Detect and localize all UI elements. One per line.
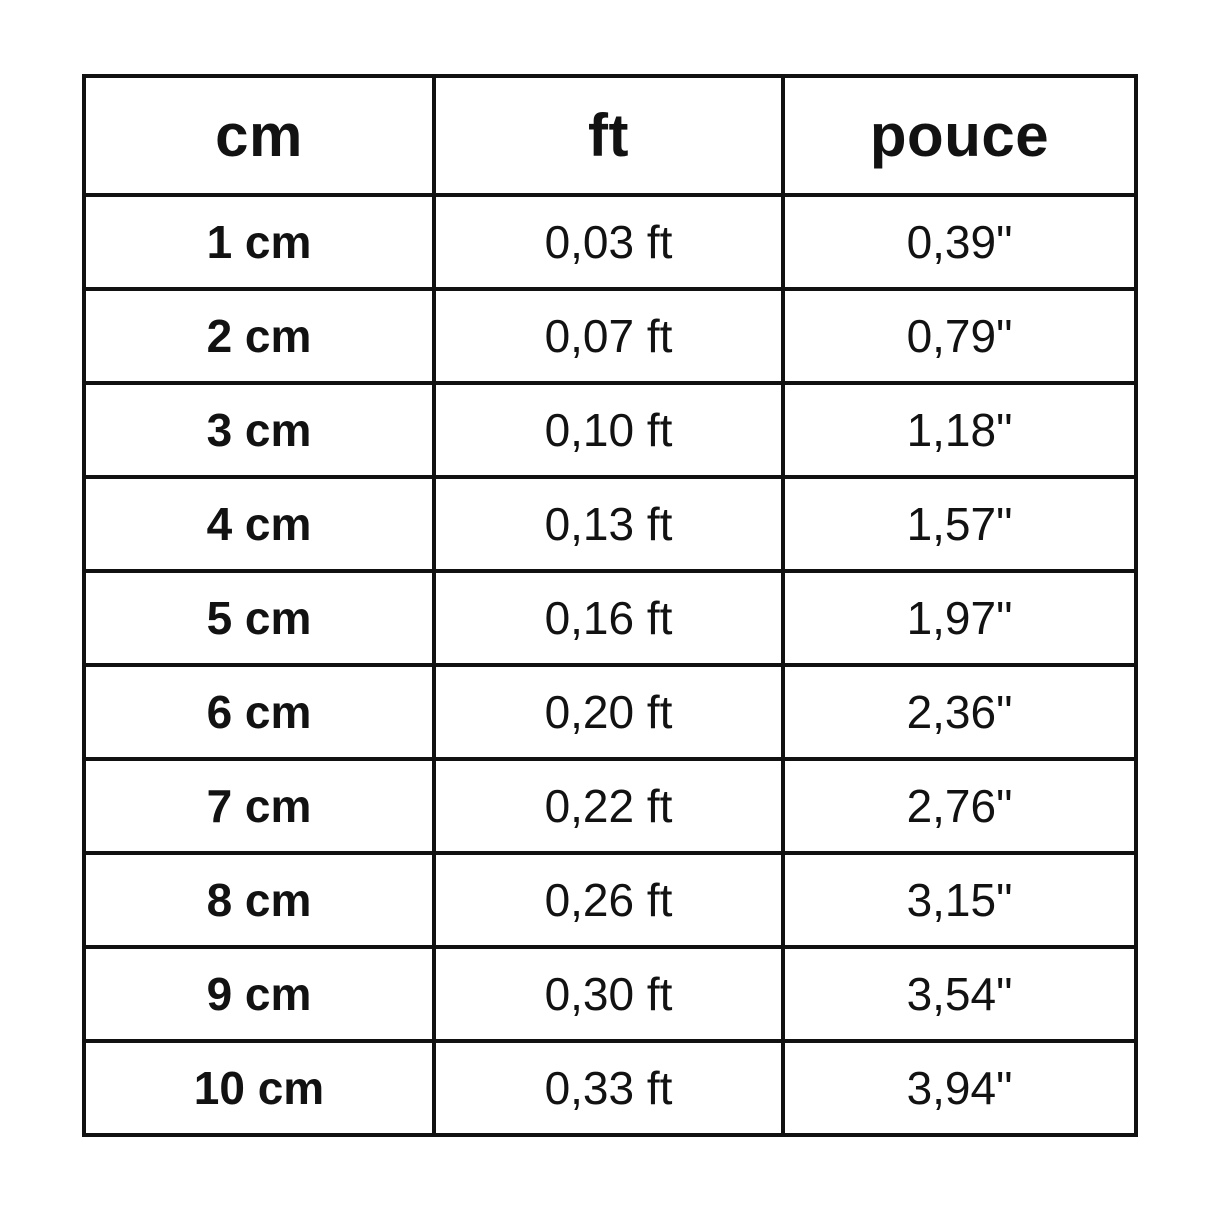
cell-ft: 0,26 ft — [432, 851, 785, 949]
cell-cm: 7 cm — [82, 757, 436, 855]
cell-cm: 5 cm — [82, 569, 436, 667]
cell-pouce: 1,57" — [781, 475, 1138, 573]
cell-pouce: 2,76" — [781, 757, 1138, 855]
cell-pouce: 0,79" — [781, 287, 1138, 385]
conversion-table: cm ft pouce 1 cm 0,03 ft 0,39" 2 cm 0,07… — [82, 74, 1138, 1137]
table-row: 1 cm 0,03 ft 0,39" — [82, 193, 1138, 291]
table-row: 3 cm 0,10 ft 1,18" — [82, 381, 1138, 479]
cell-cm: 3 cm — [82, 381, 436, 479]
cell-ft: 0,30 ft — [432, 945, 785, 1043]
cell-pouce: 1,97" — [781, 569, 1138, 667]
cell-ft: 0,16 ft — [432, 569, 785, 667]
cell-ft: 0,13 ft — [432, 475, 785, 573]
cell-cm: 4 cm — [82, 475, 436, 573]
table-row: 7 cm 0,22 ft 2,76" — [82, 757, 1138, 855]
table-row: 9 cm 0,30 ft 3,54" — [82, 945, 1138, 1043]
table-row: 2 cm 0,07 ft 0,79" — [82, 287, 1138, 385]
cell-ft: 0,07 ft — [432, 287, 785, 385]
column-header-ft: ft — [432, 74, 785, 197]
table-row: 5 cm 0,16 ft 1,97" — [82, 569, 1138, 667]
cell-cm: 1 cm — [82, 193, 436, 291]
table-row: 4 cm 0,13 ft 1,57" — [82, 475, 1138, 573]
cell-pouce: 1,18" — [781, 381, 1138, 479]
cell-ft: 0,10 ft — [432, 381, 785, 479]
cell-pouce: 3,54" — [781, 945, 1138, 1043]
cell-cm: 10 cm — [82, 1039, 436, 1137]
column-header-cm: cm — [82, 74, 436, 197]
cell-pouce: 2,36" — [781, 663, 1138, 761]
cell-cm: 8 cm — [82, 851, 436, 949]
column-header-pouce: pouce — [781, 74, 1138, 197]
table-row: 10 cm 0,33 ft 3,94" — [82, 1039, 1138, 1137]
cell-pouce: 3,94" — [781, 1039, 1138, 1137]
cell-ft: 0,20 ft — [432, 663, 785, 761]
table-row: 8 cm 0,26 ft 3,15" — [82, 851, 1138, 949]
table-row: 6 cm 0,20 ft 2,36" — [82, 663, 1138, 761]
cell-cm: 2 cm — [82, 287, 436, 385]
table-body: 1 cm 0,03 ft 0,39" 2 cm 0,07 ft 0,79" 3 … — [82, 193, 1138, 1137]
cell-ft: 0,03 ft — [432, 193, 785, 291]
cell-cm: 6 cm — [82, 663, 436, 761]
cell-pouce: 0,39" — [781, 193, 1138, 291]
cell-cm: 9 cm — [82, 945, 436, 1043]
cell-ft: 0,22 ft — [432, 757, 785, 855]
cell-pouce: 3,15" — [781, 851, 1138, 949]
cell-ft: 0,33 ft — [432, 1039, 785, 1137]
header-row: cm ft pouce — [82, 74, 1138, 197]
